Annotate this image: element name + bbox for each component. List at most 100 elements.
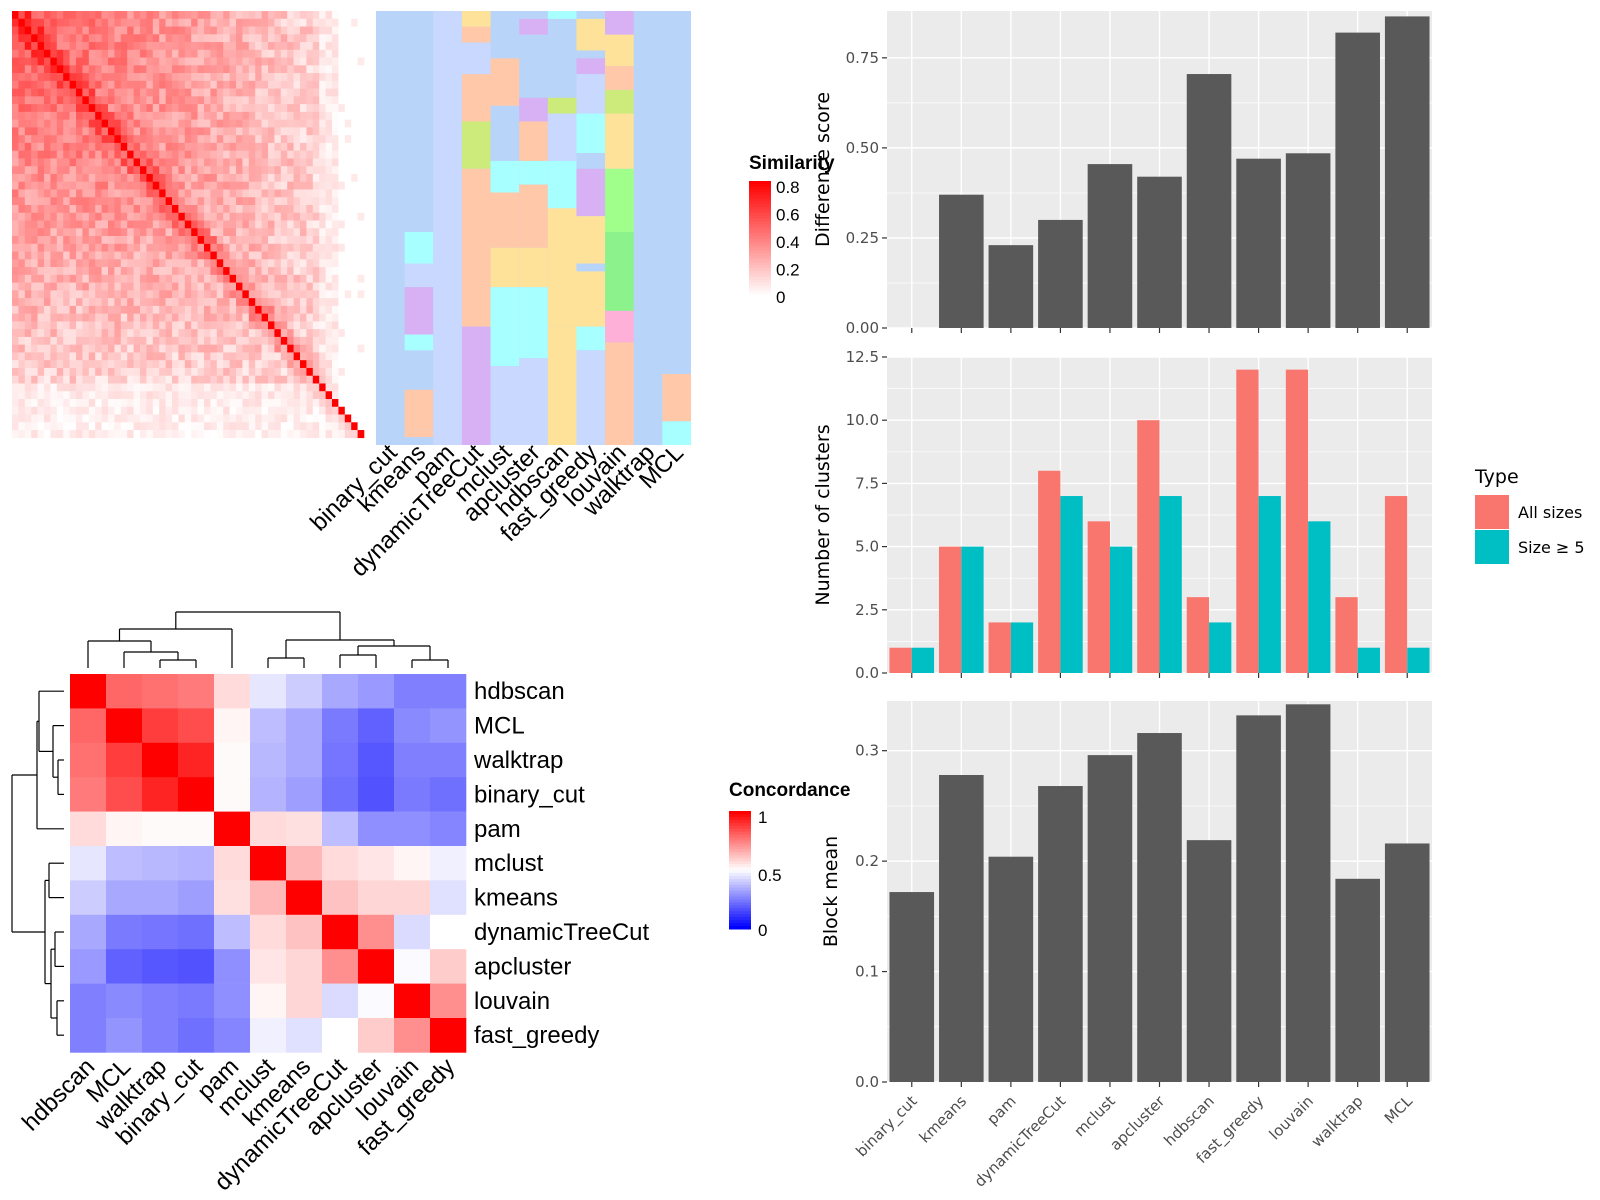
similarity-cell (332, 212, 339, 221)
similarity-cell (191, 26, 198, 35)
similarity-cell (332, 367, 339, 377)
similarity-cell (44, 228, 51, 237)
similarity-cell (261, 212, 269, 221)
similarity-cell (56, 305, 64, 314)
similarity-cell (184, 360, 192, 369)
similarity-cell (306, 352, 314, 361)
similarity-cell (344, 305, 352, 314)
similarity-cell (197, 282, 205, 291)
similarity-cell (312, 321, 320, 330)
similarity-cell (312, 267, 320, 276)
similarity-cell (101, 329, 109, 338)
similarity-cell (248, 111, 256, 120)
bar (1087, 164, 1133, 328)
similarity-cell (332, 197, 339, 206)
bar (889, 892, 935, 1082)
similarity-cell (120, 399, 128, 408)
assignment-segment (461, 168, 491, 327)
similarity-cell (191, 173, 198, 183)
similarity-legend-tick: 0.2 (776, 261, 800, 280)
similarity-cell (37, 80, 45, 89)
similarity-cell (114, 65, 122, 74)
similarity-cell (24, 34, 32, 43)
similarity-cell (204, 414, 211, 423)
similarity-cell (274, 282, 282, 291)
similarity-cell (351, 127, 358, 136)
similarity-legend-gradient (749, 189, 771, 194)
similarity-cell (56, 344, 64, 353)
similarity-cell (69, 282, 77, 291)
similarity-cell (50, 65, 58, 74)
similarity-cell (338, 135, 346, 144)
similarity-cell (120, 11, 128, 20)
similarity-cell (178, 282, 186, 291)
similarity-cell (351, 88, 358, 97)
similarity-cell (146, 406, 154, 415)
similarity-cell (338, 321, 346, 330)
similarity-cell (172, 150, 179, 159)
similarity-cell (37, 189, 45, 198)
similarity-cell (133, 220, 141, 229)
bar-size-ge5 (911, 647, 935, 673)
similarity-cell (197, 80, 205, 89)
similarity-cell (152, 104, 160, 113)
concordance-legend-gradient (729, 861, 751, 865)
similarity-cell (236, 220, 243, 229)
similarity-cell (300, 127, 307, 136)
similarity-cell (146, 259, 154, 268)
similarity-cell (293, 57, 301, 66)
similarity-cell (223, 127, 230, 136)
similarity-cell (127, 80, 134, 89)
similarity-cell (261, 104, 269, 113)
similarity-cell (37, 158, 45, 167)
similarity-cell (344, 34, 352, 43)
similarity-cell (152, 422, 160, 431)
similarity-cell (268, 267, 275, 276)
similarity-cell (223, 274, 230, 283)
similarity-cell (312, 313, 320, 322)
similarity-cell (306, 298, 314, 307)
similarity-cell (120, 313, 128, 322)
similarity-cell (133, 259, 141, 268)
similarity-cell (223, 166, 230, 175)
similarity-cell (31, 189, 38, 198)
similarity-cell (300, 259, 307, 268)
similarity-cell (69, 88, 77, 97)
similarity-cell (319, 383, 326, 392)
similarity-cell (50, 220, 58, 229)
similarity-cell (338, 104, 346, 113)
similarity-cell (50, 344, 58, 353)
concordance-cell (178, 846, 215, 881)
assignment-segment (547, 113, 577, 161)
similarity-cell (133, 336, 141, 345)
similarity-cell (248, 135, 256, 144)
similarity-cell (18, 42, 26, 51)
similarity-cell (248, 274, 256, 283)
similarity-cell (37, 422, 45, 431)
concordance-cell (70, 949, 107, 984)
similarity-cell (293, 212, 301, 221)
similarity-cell (56, 34, 64, 43)
similarity-cell (50, 321, 58, 330)
similarity-cell (248, 282, 256, 291)
similarity-cell (12, 414, 19, 423)
similarity-cell (248, 212, 256, 221)
similarity-cell (287, 383, 294, 392)
similarity-cell (108, 42, 115, 51)
similarity-cell (357, 422, 365, 431)
similarity-cell (274, 399, 282, 408)
similarity-cell (184, 220, 192, 229)
similarity-cell (191, 65, 198, 74)
similarity-cell (37, 57, 45, 66)
similarity-cell (31, 360, 38, 369)
similarity-cell (293, 414, 301, 423)
similarity-cell (236, 305, 243, 314)
similarity-cell (101, 181, 109, 190)
similarity-cell (319, 111, 326, 120)
concordance-cell (358, 742, 395, 778)
similarity-cell (18, 305, 26, 314)
similarity-cell (184, 430, 192, 439)
similarity-cell (18, 274, 26, 283)
similarity-cell (261, 321, 269, 330)
similarity-cell (268, 26, 275, 35)
